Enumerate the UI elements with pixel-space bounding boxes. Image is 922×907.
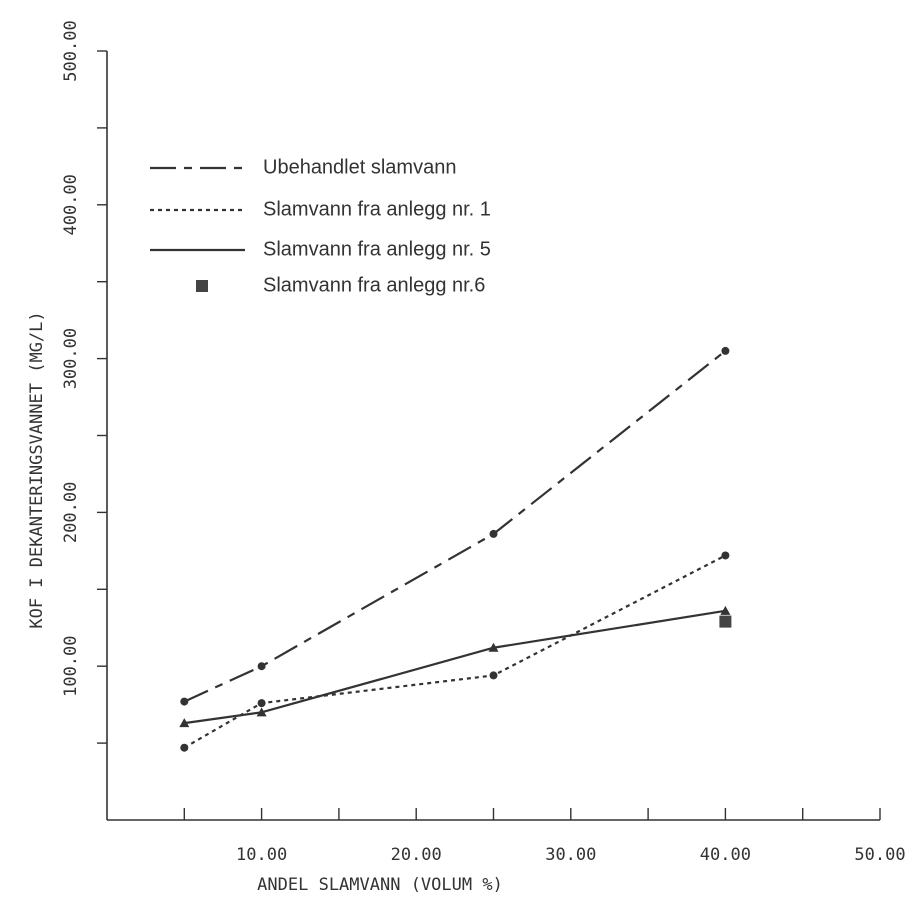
series-line [183,554,726,749]
marker [489,671,498,680]
marker [257,662,266,671]
series-line [183,350,727,703]
x-tick-label: 30.00 [545,845,596,865]
marker [257,699,266,708]
marker [488,642,499,652]
marker [719,615,732,628]
marker [180,743,189,752]
y-tick-label: 200.00 [61,482,81,543]
x-tick-label: 10.00 [236,845,287,865]
legend-label: Slamvann fra anlegg nr. 5 [263,238,491,260]
y-axis-label: KOF I DEKANTERINGSVANNET (MG/L) [27,311,47,628]
y-tick-label: 400.00 [61,174,81,235]
y-tick-label: 500.00 [61,20,81,81]
marker [489,529,498,538]
marker [180,697,189,706]
x-tick-label: 50.00 [854,845,905,865]
x-tick-label: 20.00 [391,845,442,865]
marker [720,605,731,615]
y-tick-label: 300.00 [61,328,81,389]
legend-label: Slamvann fra anlegg nr.6 [263,274,485,296]
legend-label: Slamvann fra anlegg nr. 1 [263,198,491,220]
legend-label: Ubehandlet slamvann [263,156,456,178]
x-axis-label: ANDEL SLAMVANN (VOLUM %) [257,875,503,895]
marker [721,551,730,560]
marker [256,707,267,717]
marker [179,718,190,728]
x-tick-label: 40.00 [700,845,751,865]
marker [721,346,730,355]
series-line [184,609,726,725]
y-tick-label: 100.00 [61,635,81,696]
marker [196,280,208,292]
